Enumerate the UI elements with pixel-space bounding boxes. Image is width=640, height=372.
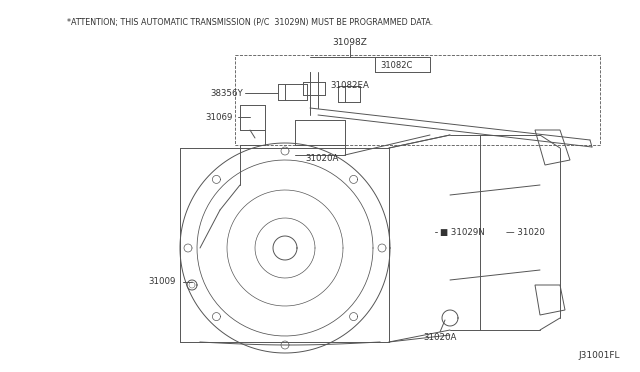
Text: — 31020: — 31020 — [506, 228, 545, 237]
Text: 31082EA: 31082EA — [330, 80, 369, 90]
Text: 31009: 31009 — [148, 278, 175, 286]
Text: J31001FL: J31001FL — [579, 351, 620, 360]
Text: 31098Z: 31098Z — [333, 38, 367, 46]
Text: *ATTENTION; THIS AUTOMATIC TRANSMISSION (P/C  31029N) MUST BE PROGRAMMED DATA.: *ATTENTION; THIS AUTOMATIC TRANSMISSION … — [67, 18, 433, 27]
Text: ■ 31029N: ■ 31029N — [440, 228, 484, 237]
Text: 31020A: 31020A — [305, 154, 339, 163]
Text: 38356Y: 38356Y — [210, 89, 243, 97]
Text: 31082C: 31082C — [380, 61, 412, 70]
Text: 31069: 31069 — [205, 112, 232, 122]
Text: 31020A: 31020A — [423, 334, 457, 343]
